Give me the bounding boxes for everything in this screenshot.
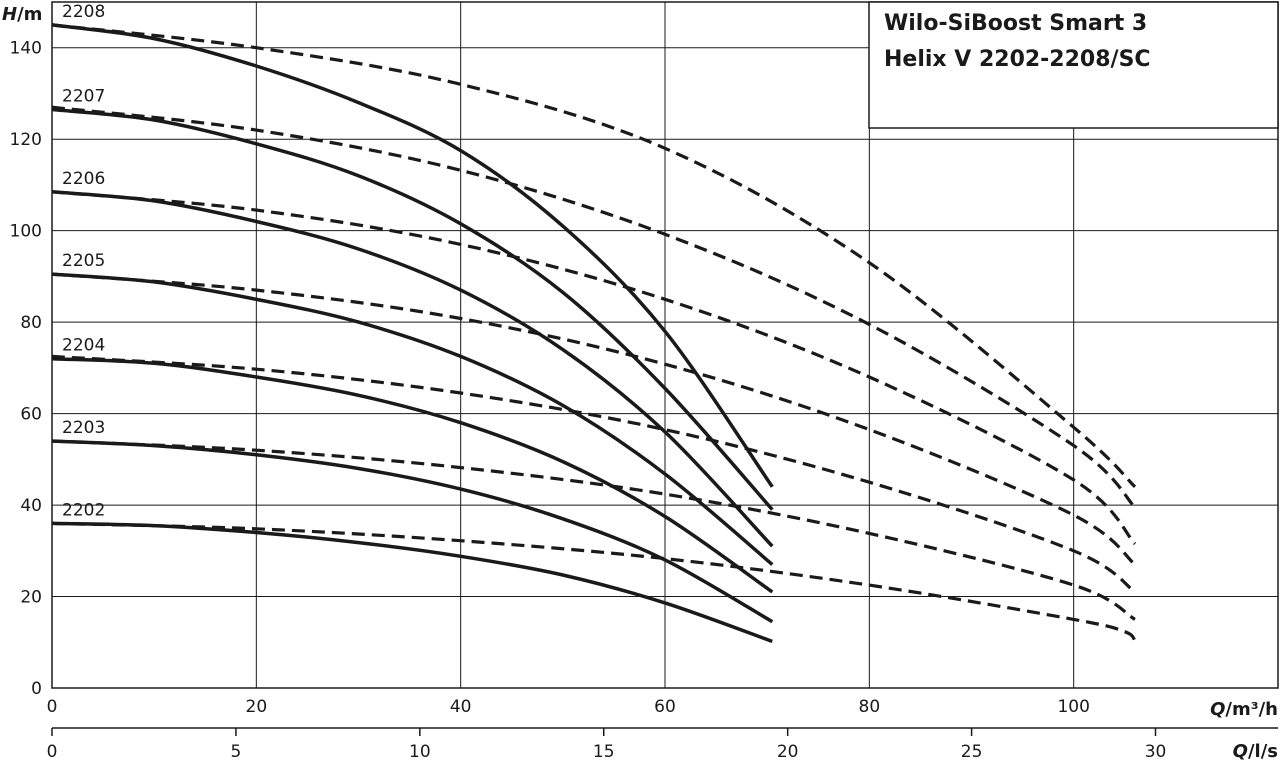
y-tick-label-140: 140 — [10, 39, 42, 59]
curve-2204-solid — [51, 356, 774, 594]
curve-label-2204: 2204 — [62, 336, 105, 356]
x-tick-label-60: 60 — [654, 697, 676, 717]
curves-layer — [51, 23, 1137, 644]
curve-2203-dashed — [51, 439, 1136, 621]
y-tick-label-20: 20 — [20, 588, 42, 608]
y-tick-label-120: 120 — [10, 130, 42, 150]
y-axis-name: H — [2, 4, 17, 25]
x-tick-label-80: 80 — [859, 697, 881, 717]
y-tick-label-100: 100 — [10, 222, 42, 242]
x2-axis-name: Q — [1233, 741, 1248, 762]
curve-2205-solid — [51, 272, 774, 566]
y-tick-label-40: 40 — [20, 496, 42, 516]
x2-tick-label-10: 10 — [409, 742, 431, 762]
curve-2205-dashed — [51, 272, 1137, 566]
curve-2207-solid — [51, 107, 774, 511]
x2-tick-label-30: 30 — [1145, 742, 1167, 762]
x-tick-label-100: 100 — [1057, 697, 1089, 717]
chart-title-line-2: Helix V 2202-2208/SC — [884, 47, 1151, 72]
svg-text:Q/m³/h: Q/m³/h — [1210, 699, 1278, 720]
curve-label-2208: 2208 — [62, 2, 105, 22]
curve-2208-solid — [51, 23, 774, 488]
y-tick-label-0: 0 — [31, 679, 42, 699]
x2-tick-label-15: 15 — [593, 742, 615, 762]
x-axis-unit: /m³/h — [1225, 699, 1278, 720]
x2-tick-label-25: 25 — [961, 742, 983, 762]
labels-layer: 2202 2203 2204 2205 2206 2207 2208 — [62, 2, 105, 520]
curve-2208-dashed — [51, 23, 1137, 488]
curve-label-2203: 2203 — [62, 418, 105, 438]
curve-2202-dashed — [51, 521, 1137, 643]
y-axis-unit: /m — [17, 4, 42, 25]
x-tick-label-0: 0 — [47, 697, 58, 717]
x-tick-label-40: 40 — [450, 697, 472, 717]
curve-2206-solid — [51, 190, 774, 548]
curve-label-2206: 2206 — [62, 169, 105, 189]
x2-axis-title: Q/l/s — [1233, 741, 1278, 762]
curve-2203-solid — [51, 439, 774, 624]
y-tick-label-60: 60 — [20, 405, 42, 425]
x2-axis-unit: /l/s — [1248, 741, 1278, 762]
x-axis-name: Q — [1210, 699, 1225, 720]
curve-2202-solid — [51, 521, 773, 644]
curve-label-2205: 2205 — [62, 251, 105, 271]
y-axis-title: H/m — [2, 4, 42, 25]
curve-2204-dashed — [51, 354, 1136, 594]
x-axis-title: Q/m³/h — [1210, 699, 1278, 720]
x2-tick-label-20: 20 — [777, 742, 799, 762]
curve-label-2202: 2202 — [62, 500, 105, 520]
axes-layer: 0 20 40 60 80 100 120 140 0 20 40 60 80 100 0 5 10 15 20 25… — [10, 39, 1278, 762]
curve-2207-dashed — [51, 105, 1137, 509]
curve-label-2207: 2207 — [62, 86, 105, 106]
y-tick-label-80: 80 — [20, 313, 42, 333]
svg-text:H/m: H/m — [2, 4, 42, 25]
x2-tick-label-5: 5 — [231, 742, 242, 762]
curve-2206-dashed — [51, 190, 1137, 546]
chart-title-line-1: Wilo-SiBoost Smart 3 — [884, 11, 1147, 36]
x2-tick-label-0: 0 — [47, 742, 58, 762]
title-box: Wilo-SiBoost Smart 3 Helix V 2202-2208/S… — [868, 1, 1279, 129]
x-tick-label-20: 20 — [246, 697, 268, 717]
svg-text:Q/l/s: Q/l/s — [1233, 741, 1278, 762]
